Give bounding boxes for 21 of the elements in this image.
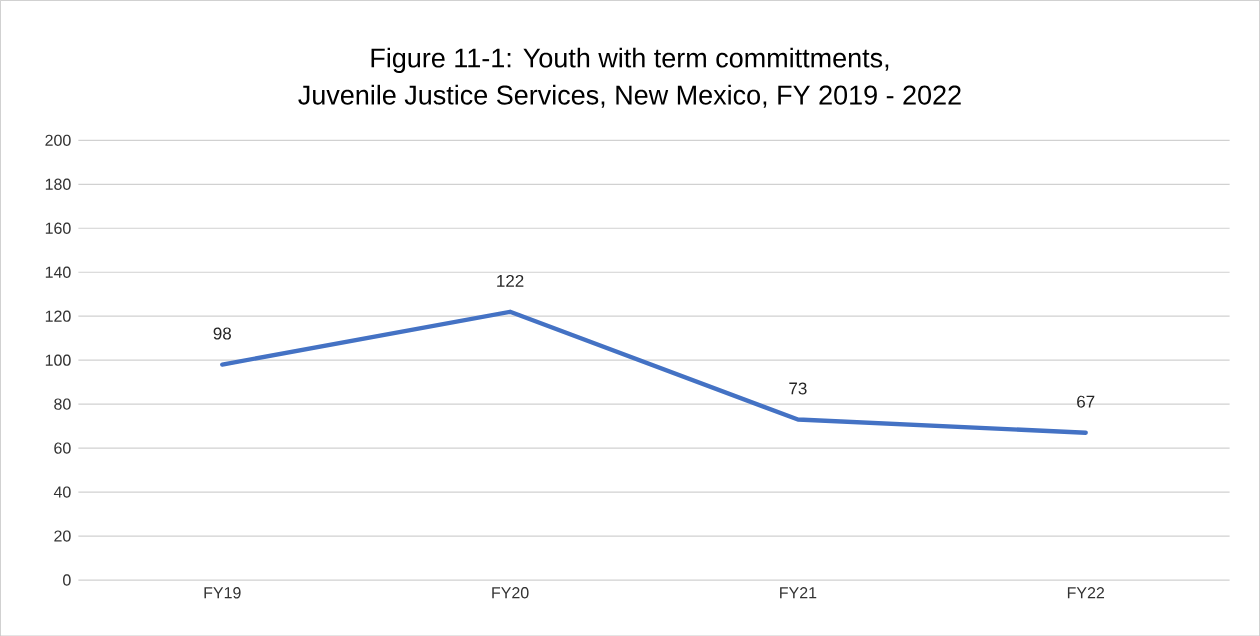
data-label: 67: [1077, 395, 1095, 408]
y-tick-label: 120: [45, 310, 71, 322]
y-tick-label: 140: [45, 266, 71, 278]
x-tick-label: FY21: [780, 586, 817, 599]
data-label: 73: [789, 382, 807, 395]
y-tick-label: 80: [54, 398, 71, 410]
y-tick-label: 160: [45, 222, 71, 234]
x-tick-label: FY22: [1067, 586, 1105, 599]
y-tick-label: 20: [54, 530, 71, 542]
y-tick-label: 180: [45, 178, 71, 190]
y-tick-label: 60: [54, 442, 71, 454]
chart-subtitle: Juvenile Justice Services, New Mexico, FY 2019 - 2022: [298, 84, 961, 108]
y-tick-label: 40: [53, 486, 71, 498]
data-label: 122: [497, 274, 524, 287]
x-tick-label: FY20: [492, 586, 529, 599]
y-tick-label: 0: [63, 574, 71, 586]
y-tick-label: 200: [45, 134, 71, 146]
y-tick-label: 100: [45, 354, 71, 366]
data-label: 98: [213, 327, 231, 340]
x-tick-label: FY19: [204, 586, 241, 599]
chart-title: Figure 11-1: Youth with term committments,: [371, 47, 889, 73]
